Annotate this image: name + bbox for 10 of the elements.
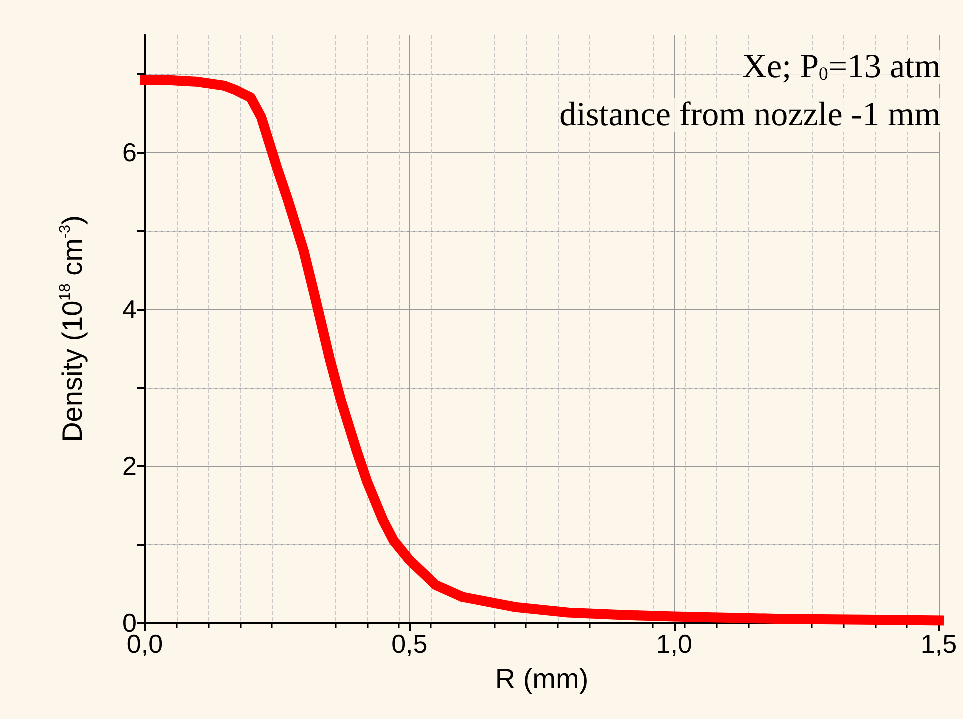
y-axis-title: Density (1018 cm-3) bbox=[57, 216, 88, 442]
x-tick-label: 1,0 bbox=[656, 629, 692, 659]
y-tick-label: 6 bbox=[122, 138, 137, 168]
x-tick-label: 1,5 bbox=[920, 629, 958, 659]
x-tick-label: 0,5 bbox=[392, 629, 428, 659]
annotation: Xe; P0=13 atm bbox=[742, 48, 942, 86]
y-tick-label: 4 bbox=[122, 294, 137, 324]
y-tick-label: 2 bbox=[122, 451, 137, 482]
annotation: distance from nozzle -1 mm bbox=[560, 96, 941, 134]
x-axis-title: R (mm) bbox=[495, 664, 589, 694]
